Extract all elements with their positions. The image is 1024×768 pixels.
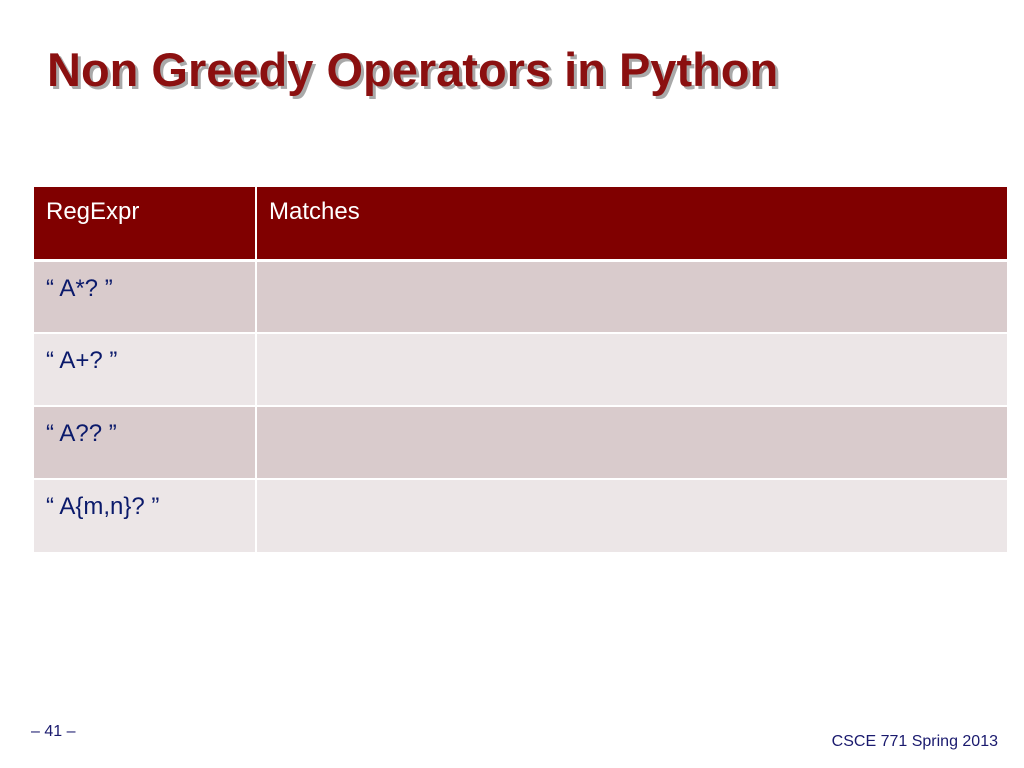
table-body: “ A*? ” “ A+? ” “ A?? ” “ A{m,n}? ” bbox=[34, 259, 1007, 552]
matches-cell bbox=[255, 405, 1007, 480]
table-row: “ A+? ” bbox=[34, 332, 1007, 407]
regexpr-cell: “ A{m,n}? ” bbox=[34, 478, 257, 552]
regexpr-cell: “ A*? ” bbox=[34, 259, 257, 334]
header-regexpr: RegExpr bbox=[34, 187, 257, 262]
page-number: – 41 – bbox=[31, 723, 76, 740]
course-label: CSCE 771 Spring 2013 bbox=[831, 733, 998, 750]
regexpr-cell: “ A+? ” bbox=[34, 332, 257, 407]
regex-table: RegExpr Matches “ A*? ” “ A+? ” “ A?? ” … bbox=[34, 187, 1007, 552]
header-row: RegExpr Matches bbox=[34, 187, 1007, 262]
header-matches: Matches bbox=[255, 187, 1007, 262]
regexpr-cell: “ A?? ” bbox=[34, 405, 257, 480]
table-header: RegExpr Matches bbox=[34, 187, 1007, 262]
matches-cell bbox=[255, 478, 1007, 552]
matches-cell bbox=[255, 259, 1007, 334]
table-row: “ A{m,n}? ” bbox=[34, 478, 1007, 552]
matches-cell bbox=[255, 332, 1007, 407]
table-row: “ A?? ” bbox=[34, 405, 1007, 480]
table-row: “ A*? ” bbox=[34, 259, 1007, 334]
slide-title: Non Greedy Operators in Python bbox=[47, 43, 779, 96]
